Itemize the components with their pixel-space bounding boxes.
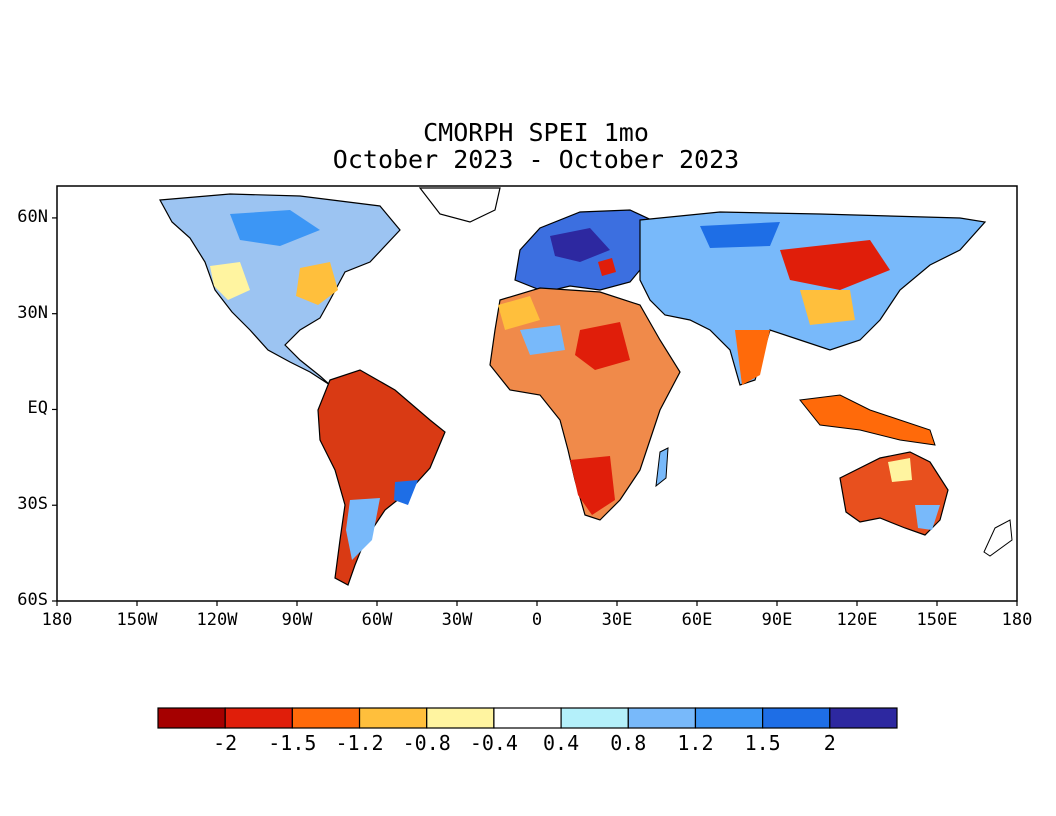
- lon-tick-label: 120W: [196, 610, 238, 630]
- land-greenland: [418, 187, 501, 223]
- lon-tick-label: 0: [531, 610, 543, 630]
- colorbar-segment: [560, 707, 629, 729]
- anomaly-sa-east: [394, 480, 418, 505]
- lon-tick-label: 150E: [916, 610, 958, 630]
- colorbar-label: -1.2: [335, 731, 384, 755]
- lat-tick-label: 30N: [17, 302, 48, 323]
- anomaly-sahel-blue: [520, 325, 565, 355]
- land-north-america: [159, 193, 401, 386]
- lon-tick-label: 180: [1001, 610, 1033, 630]
- colorbar-label: 0.4: [543, 731, 580, 755]
- lon-tick-label: 150W: [116, 610, 158, 630]
- colorbar-label: 1.5: [744, 731, 781, 755]
- lon-tick-label: 90E: [761, 610, 793, 630]
- land-south-america: [317, 369, 446, 586]
- colorbar-segment: [291, 707, 361, 729]
- lon-tick-label: 180: [41, 610, 73, 630]
- lon-tick-label: 60E: [681, 610, 713, 630]
- colorbar-segment: [694, 707, 764, 729]
- anomaly-siberia-blue: [700, 222, 780, 248]
- colorbar-label: -2: [213, 731, 238, 755]
- map-field: [159, 187, 1013, 586]
- land-madagascar: [655, 447, 669, 488]
- colorbar-label: 1.2: [677, 731, 714, 755]
- axis-ticks: [52, 217, 1018, 606]
- anomaly-us-west: [210, 262, 250, 300]
- colorbar: [157, 707, 898, 729]
- lon-tick-label: 60W: [361, 610, 393, 630]
- anomaly-balkans: [598, 258, 616, 276]
- colorbar-segment: [762, 707, 831, 729]
- anomaly-mongolia-red: [780, 240, 890, 290]
- anomaly-sudan-red: [575, 322, 630, 370]
- anomaly-australia-se: [915, 505, 940, 530]
- anomaly-china-orange: [800, 290, 855, 325]
- colorbar-label: -0.4: [469, 731, 518, 755]
- colorbar-segment: [627, 707, 697, 729]
- anomaly-india-red: [735, 330, 770, 385]
- colorbar-segment: [493, 707, 562, 729]
- anomaly-canada: [230, 210, 320, 246]
- map-subtitle: October 2023 - October 2023: [332, 145, 740, 174]
- lon-tick-label: 30E: [601, 610, 633, 630]
- map-title: CMORPH SPEI 1mo: [423, 118, 649, 147]
- lat-tick-label: 30S: [17, 494, 48, 515]
- colorbar-segment: [157, 707, 226, 729]
- colorbar-label: 0.8: [610, 731, 647, 755]
- lon-tick-label: 120E: [836, 610, 878, 630]
- lat-tick-label: 60N: [17, 206, 48, 227]
- land-se-asia-islands: [799, 394, 936, 446]
- land-new-zealand: [983, 519, 1013, 557]
- colorbar-segment: [358, 707, 428, 729]
- anomaly-us-east: [296, 262, 338, 305]
- anomaly-s-africa: [570, 456, 615, 515]
- lon-tick-label: 30W: [441, 610, 473, 630]
- lon-tick-label: 90W: [281, 610, 313, 630]
- colorbar-label: -0.8: [402, 731, 451, 755]
- colorbar-segment: [224, 707, 293, 729]
- colorbar-segment: [426, 707, 495, 729]
- colorbar-label: 2: [823, 731, 836, 755]
- anomaly-europe-dark: [550, 228, 610, 262]
- colorbar-label: -1.5: [268, 731, 317, 755]
- anomaly-sa-south: [346, 498, 380, 560]
- anomaly-w-africa: [498, 296, 540, 330]
- colorbar-segment: [829, 707, 898, 729]
- lat-tick-label: 60S: [17, 590, 48, 610]
- lat-tick-label: EQ: [27, 398, 48, 419]
- anomaly-australia-n: [888, 458, 912, 482]
